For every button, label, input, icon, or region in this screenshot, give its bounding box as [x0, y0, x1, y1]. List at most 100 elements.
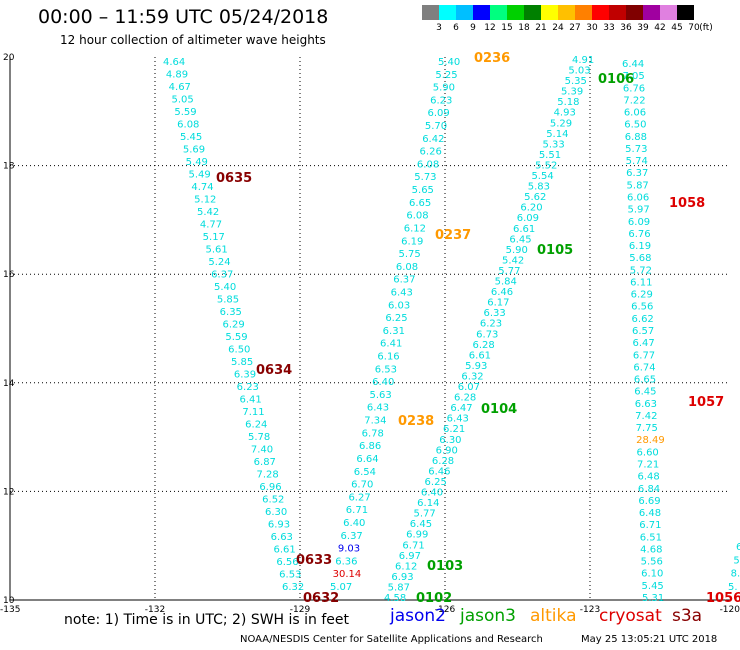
- swh-reading: 6.16: [377, 352, 399, 363]
- swh-reading: 6.78: [362, 428, 384, 439]
- y-tick-label: 20: [3, 53, 15, 63]
- swh-reading: 6.63: [635, 399, 657, 410]
- swh-reading: 6.31: [383, 326, 405, 337]
- swh-reading: 30.14: [333, 569, 362, 580]
- swh-reading: 28.49: [636, 435, 665, 446]
- swh-reading: 5.90: [506, 245, 528, 256]
- color-swatch: [575, 5, 592, 20]
- swh-reading: 5.74: [626, 156, 648, 167]
- swh-reading: 6.33: [484, 308, 506, 319]
- swh-reading: 6.93: [391, 572, 413, 583]
- color-scale-label: 6: [453, 23, 459, 33]
- x-tick-label: -120: [720, 605, 740, 615]
- swh-reading: 6.76: [628, 229, 650, 240]
- swh-reading: 5.25: [435, 70, 457, 81]
- time-label: 1058: [669, 196, 705, 211]
- swh-reading: 4.74: [191, 182, 213, 193]
- swh-reading: 6.21: [443, 424, 465, 435]
- color-swatch: [558, 5, 575, 20]
- swh-reading: 6.99: [406, 530, 428, 541]
- time-label: 1057: [688, 395, 724, 410]
- swh-reading: 7.42: [635, 411, 657, 422]
- altimeter-tracks: 4.644.894.675.055.596.085.455.695.495.49…: [163, 55, 740, 604]
- swh-reading: 6.43: [367, 403, 389, 414]
- x-tick-label: -132: [145, 605, 165, 615]
- swh-reading: 6.: [736, 542, 740, 553]
- swh-reading: 5.78: [248, 432, 270, 443]
- swh-reading: 5.75: [398, 249, 420, 260]
- satellite-track: 4.915.035.355.395.184.935.295.145.335.51…: [384, 55, 594, 604]
- swh-reading: 6.40: [421, 488, 443, 499]
- swh-reading: 6.54: [354, 467, 376, 478]
- swh-reading: 6.43: [447, 414, 469, 425]
- swh-reading: 6.76: [623, 83, 645, 94]
- swh-reading: 5.18: [557, 97, 579, 108]
- track-time-labels: 0635 0634 0633 0632 0236 0237 0238 0106 0105 0104…: [216, 51, 740, 606]
- swh-reading: 5.42: [502, 255, 524, 266]
- swh-reading: 6.06: [627, 193, 649, 204]
- swh-reading: 6.47: [632, 338, 654, 349]
- swh-reading: 5.84: [495, 277, 517, 288]
- color-scale-label: 9: [470, 23, 476, 33]
- swh-reading: 4.67: [169, 82, 191, 93]
- swh-reading: 9.03: [338, 544, 360, 555]
- swh-reading: 6.60: [637, 447, 659, 458]
- color-swatch: [473, 5, 490, 20]
- swh-reading: 5.54: [531, 171, 553, 182]
- swh-reading: 5.59: [225, 332, 247, 343]
- swh-reading: 6.12: [395, 561, 417, 572]
- time-label: 0237: [435, 228, 471, 243]
- swh-reading: 5.73: [414, 172, 436, 183]
- x-tick-label: -126: [435, 605, 456, 615]
- swh-reading: 6.56: [276, 557, 298, 568]
- swh-reading: 5.73: [625, 144, 647, 155]
- swh-reading: 6.17: [487, 298, 509, 309]
- color-scale-label: 3: [436, 23, 442, 33]
- swh-reading: 5.35: [565, 76, 587, 87]
- swh-reading: 4.91: [572, 55, 594, 66]
- time-label: 0633: [296, 553, 332, 568]
- swh-reading: 5.63: [370, 390, 392, 401]
- swh-reading: 6.09: [628, 217, 650, 228]
- swh-reading: 5.: [733, 555, 740, 566]
- generated-timestamp: May 25 13:05:21 UTC 2018: [581, 634, 718, 645]
- swh-reading: 4.64: [163, 57, 185, 68]
- swh-reading: 5.68: [629, 253, 651, 264]
- swh-reading: 5.65: [412, 185, 434, 196]
- swh-reading: 6.46: [491, 287, 513, 298]
- swh-reading: 5.61: [206, 245, 228, 256]
- swh-reading: 6.70: [351, 480, 373, 491]
- time-label: 0632: [303, 591, 339, 606]
- swh-reading: 6.28: [432, 456, 454, 467]
- swh-reading: 6.44: [622, 59, 644, 70]
- swh-reading: 5.17: [203, 232, 225, 243]
- swh-reading: 6.61: [469, 350, 491, 361]
- swh-reading: 8.3: [731, 569, 740, 580]
- swh-reading: 5.45: [642, 581, 664, 592]
- swh-reading: 6.57: [632, 326, 654, 337]
- swh-reading: 5.03: [568, 66, 590, 77]
- swh-reading: 5.77: [413, 509, 435, 520]
- swh-reading: 5.56: [641, 557, 663, 568]
- swh-reading: 6.35: [220, 307, 242, 318]
- x-tick-label: -123: [580, 605, 600, 615]
- swh-reading: 5.33: [543, 139, 565, 150]
- color-scale-label: 45: [671, 23, 683, 33]
- mission-jason2: jason2: [390, 606, 446, 626]
- swh-reading: 6.28: [454, 393, 476, 404]
- swh-reading: 6.47: [450, 403, 472, 414]
- color-swatch: [677, 5, 694, 20]
- satellite-track: 6. 5. 8.3 5.: [728, 542, 740, 593]
- swh-reading: 6.48: [637, 472, 659, 483]
- y-tick-label: 12: [3, 487, 14, 497]
- swh-reading: 6.71: [402, 540, 424, 551]
- swh-reading: 6.08: [396, 262, 418, 273]
- swh-reading: 6.36: [335, 556, 357, 567]
- swh-reading: 6.19: [629, 241, 651, 252]
- swh-reading: 6.41: [240, 395, 262, 406]
- time-label: 1056: [706, 591, 740, 606]
- swh-reading: 6.41: [380, 339, 402, 350]
- latitude-ticks: 10 12 14 16 18 20: [3, 53, 15, 606]
- color-swatch: [490, 5, 507, 20]
- longitude-ticks: -135 -132 -129 -126 -123 -120: [0, 605, 740, 615]
